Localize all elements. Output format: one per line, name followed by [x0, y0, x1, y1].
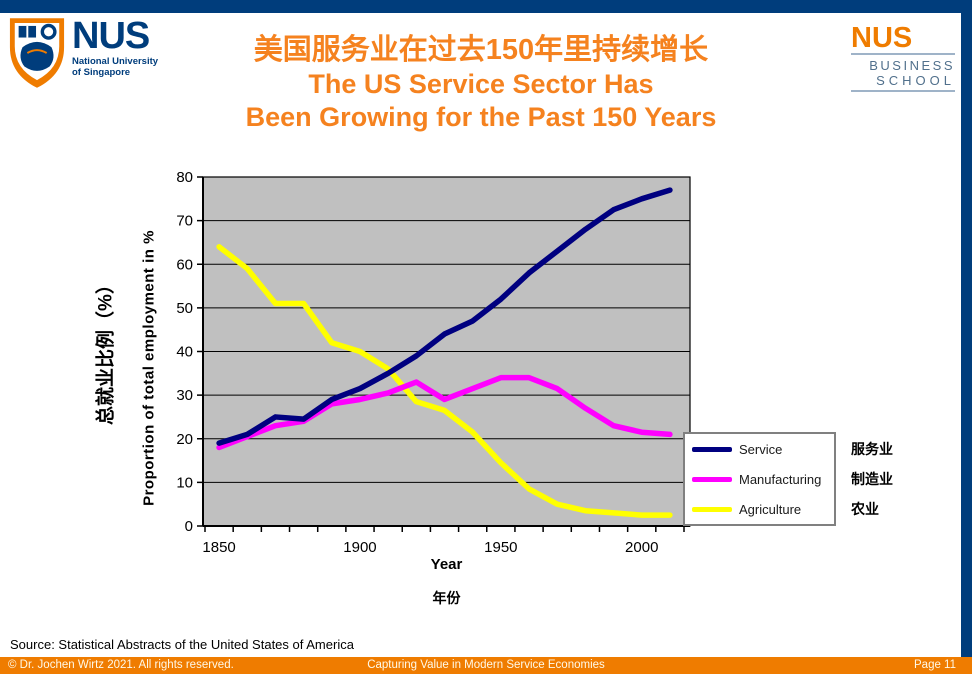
y-tick-label: 70 [176, 213, 193, 230]
slide-title: 美国服务业在过去150年里持续增长 The US Service Sector … [135, 32, 827, 134]
legend-label: Service [739, 441, 783, 457]
service-line-swatch [692, 446, 732, 452]
series-line-manufacturing [216, 374, 673, 451]
series-line-agriculture [216, 244, 673, 518]
title-english-line2: Been Growing for the Past 150 Years [245, 102, 717, 132]
x-axis-label-chinese: 年份 [432, 590, 461, 606]
y-tick-label: 30 [176, 387, 193, 404]
biz-logo-business: BUSINESS [869, 58, 955, 73]
source-note: Source: Statistical Abstracts of the Uni… [10, 637, 354, 652]
y-tick-label: 80 [176, 169, 193, 186]
nus-business-school-logo: NUS BUSINESS SCHOOL [851, 24, 955, 92]
footer-deck-title: Capturing Value in Modern Service Econom… [367, 659, 605, 671]
title-english-line1: The US Service Sector Has [308, 69, 654, 99]
legend-label: Manufacturing [739, 471, 822, 487]
x-tick-label: 1900 [343, 539, 376, 556]
y-tick-label: 60 [176, 256, 193, 273]
top-border [0, 0, 972, 13]
legend-item-agriculture: Agriculture [685, 494, 834, 524]
title-chinese: 美国服务业在过去150年里持续增长 [253, 34, 709, 66]
right-border [961, 0, 972, 657]
biz-logo-acronym: NUS [851, 24, 955, 55]
nus-acronym: NUS [72, 15, 150, 57]
y-tick-label: 50 [176, 300, 193, 317]
chart-legend: Service Manufacturing Agriculture [683, 432, 836, 526]
legend-item-service: Service [685, 434, 834, 464]
y-tick-label: 40 [176, 344, 193, 361]
y-tick-label: 20 [176, 431, 193, 448]
y-axis-label-chinese: 总就业比例（%） [95, 275, 117, 425]
nus-sub-line1: National University [72, 56, 159, 67]
nus-crest-icon [9, 18, 65, 88]
legend-label-cn-agriculture: 农业 [851, 501, 879, 517]
x-tick-label: 1850 [202, 539, 235, 556]
y-tick-label: 10 [176, 474, 193, 491]
manufacturing-line-swatch [692, 476, 732, 482]
legend-label: Agriculture [739, 501, 802, 517]
chart-legend-chinese: 服务业 制造业 农业 [851, 434, 931, 524]
legend-label-cn-manufacturing: 制造业 [851, 471, 893, 487]
y-tick-label: 0 [185, 518, 193, 535]
biz-logo-school: SCHOOL [851, 73, 955, 92]
nus-sub-line2: of Singapore [72, 67, 131, 78]
footer-page-number: Page 11 [914, 659, 956, 671]
legend-label-cn-service: 服务业 [851, 441, 893, 457]
x-axis-label-english: Year [430, 556, 463, 573]
y-axis-label-english: Proportion of total employment in % [140, 230, 158, 506]
x-tick-label: 2000 [625, 539, 658, 556]
chart-plot: 0 10 20 30 40 50 60 70 80 1850 1900 1950 2000 [176, 169, 691, 556]
nus-wordmark: NUS National University of Singapore [72, 16, 158, 78]
agriculture-line-swatch [692, 506, 732, 512]
line-chart: 0 10 20 30 40 50 60 70 80 1850 1900 1950 2000 总就业比例（… [85, 160, 894, 620]
footer-copyright: © Dr. Jochen Wirtz 2021. All rights rese… [8, 659, 234, 671]
nus-logo: NUS National University of Singapore [8, 16, 158, 90]
series-line-service [216, 187, 673, 446]
legend-item-manufacturing: Manufacturing [685, 464, 834, 494]
footer-bar: © Dr. Jochen Wirtz 2021. All rights rese… [0, 657, 972, 674]
x-tick-label: 1950 [484, 539, 517, 556]
